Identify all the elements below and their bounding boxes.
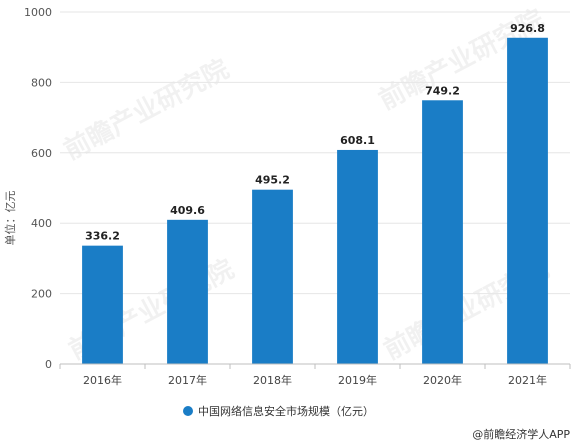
legend: 中国网络信息安全市场规模（亿元） (183, 404, 374, 418)
x-tick-label: 2018年 (253, 373, 292, 387)
x-tick-label: 2016年 (83, 373, 122, 387)
legend-marker (183, 406, 193, 416)
x-tick-label: 2017年 (168, 373, 207, 387)
bar (252, 189, 293, 364)
data-label: 926.8 (510, 22, 545, 35)
bar (422, 100, 463, 364)
y-tick-label: 0 (45, 358, 52, 371)
data-label: 409.6 (170, 204, 205, 217)
y-tick-label: 400 (31, 217, 52, 230)
credit-text: @前瞻经济学人APP (472, 427, 570, 441)
grid-lines (60, 11, 570, 295)
data-label: 749.2 (425, 84, 460, 97)
y-tick-label: 1000 (24, 6, 52, 19)
data-label: 608.1 (340, 134, 375, 147)
data-labels: 336.2 409.6 495.2 608.1 749.2 926.8 (85, 22, 545, 243)
x-tick-label: 2021年 (508, 373, 547, 387)
x-axis-ticks: 2016年 2017年 2018年 2019年 2020年 2021年 (59, 364, 571, 387)
y-tick-label: 600 (31, 147, 52, 160)
watermark-layer: 前瞻产业研究院 前瞻产业研究院 前瞻产业研究院 前瞻产业研究院 (59, 3, 554, 366)
bar (337, 149, 378, 364)
y-axis-label: 单位：亿元 (3, 191, 17, 246)
bar (167, 219, 208, 364)
x-tick-label: 2019年 (338, 373, 377, 387)
y-tick-label: 800 (31, 76, 52, 89)
watermark: 前瞻产业研究院 (59, 53, 234, 166)
legend-label: 中国网络信息安全市场规模（亿元） (198, 404, 374, 418)
bar (82, 245, 123, 364)
data-label: 336.2 (85, 230, 120, 243)
x-tick-label: 2020年 (423, 373, 462, 387)
data-label: 495.2 (255, 174, 290, 187)
bars (82, 37, 548, 365)
y-tick-label: 200 (31, 288, 52, 301)
bar (507, 37, 548, 365)
y-axis-ticks: 0 200 400 600 800 1000 (24, 6, 52, 371)
